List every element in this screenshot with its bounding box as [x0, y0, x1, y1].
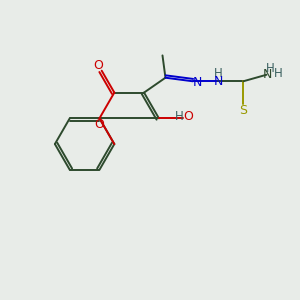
- Text: N: N: [193, 76, 202, 89]
- Text: O: O: [94, 58, 103, 71]
- Text: N: N: [262, 68, 272, 81]
- Text: O: O: [183, 110, 193, 123]
- Text: S: S: [239, 103, 247, 117]
- Text: O: O: [94, 118, 104, 131]
- Text: H: H: [175, 110, 184, 123]
- Text: N: N: [213, 75, 223, 88]
- Text: H: H: [214, 68, 222, 80]
- Text: H: H: [273, 67, 282, 80]
- Text: H: H: [266, 62, 274, 75]
